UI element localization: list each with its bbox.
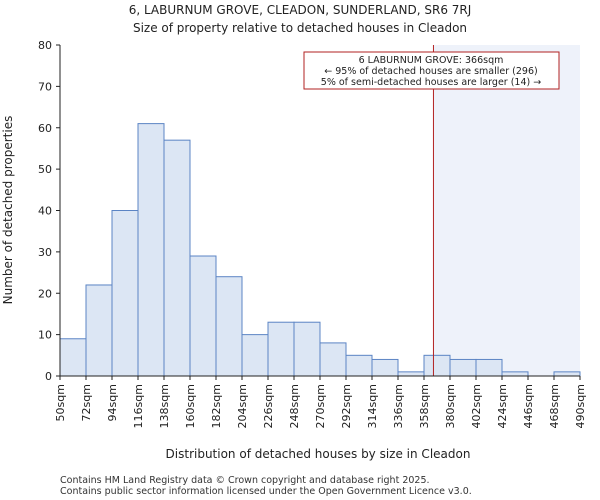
chart-title-line1: 6, LABURNUM GROVE, CLEADON, SUNDERLAND, … <box>129 3 472 17</box>
histogram-bar <box>293 321 321 377</box>
histogram-bar <box>553 371 581 377</box>
histogram-bar <box>267 321 295 377</box>
x-tick-label: 116sqm <box>132 384 145 428</box>
x-tick-label: 490sqm <box>574 384 587 428</box>
annotation-box: 6 LABURNUM GROVE: 366sqm ← 95% of detach… <box>303 51 560 90</box>
x-tick-label: 72sqm <box>80 384 93 421</box>
x-axis-label: Distribution of detached houses by size … <box>166 447 471 461</box>
y-tick-label: 20 <box>38 287 52 300</box>
x-tick-label: 182sqm <box>210 384 223 428</box>
y-tick-label: 70 <box>38 80 52 93</box>
x-tick-label: 248sqm <box>288 384 301 428</box>
x-tick-label: 94sqm <box>106 384 119 421</box>
histogram-bar <box>423 354 451 377</box>
annotation-line3: 5% of semi-detached houses are larger (1… <box>321 77 541 88</box>
x-tick-label: 204sqm <box>236 384 249 428</box>
histogram-bar <box>241 334 269 377</box>
y-tick-label: 40 <box>38 205 52 218</box>
x-tick-label: 270sqm <box>314 384 327 428</box>
annotation-frame <box>303 51 560 90</box>
y-tick-label: 10 <box>38 329 52 342</box>
histogram-bar <box>137 123 165 377</box>
footer-line2: Contains public sector information licen… <box>60 486 472 497</box>
histogram-bar <box>501 371 529 377</box>
histogram-bar <box>345 354 373 377</box>
annotation-line2: ← 95% of detached houses are smaller (29… <box>324 66 537 77</box>
x-tick-label: 336sqm <box>392 384 405 428</box>
x-tick-label: 314sqm <box>366 384 379 428</box>
x-tick-label: 380sqm <box>444 384 457 428</box>
y-tick-label: 80 <box>38 39 52 52</box>
x-tick-label: 468sqm <box>548 384 561 428</box>
histogram-bar <box>215 276 243 377</box>
y-tick-label: 50 <box>38 163 52 176</box>
bars-group <box>59 123 581 377</box>
x-tick-label: 226sqm <box>262 384 275 428</box>
y-tick-label: 0 <box>45 370 52 383</box>
histogram-bar <box>397 371 425 377</box>
x-ticks-group: 50sqm 72sqm 94sqm 116sqm 138sqm 160sqm 182sqm 2… <box>54 376 587 428</box>
x-tick-label: 292sqm <box>340 384 353 428</box>
y-axis-label: Number of detached properties <box>1 116 15 305</box>
x-tick-label: 138sqm <box>158 384 171 428</box>
histogram-bar <box>111 210 139 377</box>
y-tick-label: 30 <box>38 246 52 259</box>
x-tick-label: 160sqm <box>184 384 197 428</box>
histogram-bar <box>449 358 477 377</box>
histogram-bar <box>475 358 503 377</box>
x-tick-label: 424sqm <box>496 384 509 428</box>
y-tick-label: 60 <box>38 122 52 135</box>
histogram-bar <box>371 358 399 377</box>
annotation-line1: 6 LABURNUM GROVE: 366sqm <box>359 55 504 66</box>
x-tick-label: 50sqm <box>54 384 67 421</box>
histogram-bar <box>85 284 113 377</box>
footer-line1: Contains HM Land Registry data © Crown c… <box>60 475 430 486</box>
histogram-bar <box>319 342 347 377</box>
y-ticks-group: 0 10 20 30 40 50 60 70 80 <box>38 39 60 383</box>
histogram-bar <box>189 255 217 377</box>
histogram-bar <box>59 338 87 377</box>
x-tick-label: 402sqm <box>470 384 483 428</box>
x-tick-label: 446sqm <box>522 384 535 428</box>
highlight-region <box>433 45 580 376</box>
chart-title-line2: Size of property relative to detached ho… <box>133 21 467 35</box>
x-tick-label: 358sqm <box>418 384 431 428</box>
histogram-bar <box>163 139 191 377</box>
